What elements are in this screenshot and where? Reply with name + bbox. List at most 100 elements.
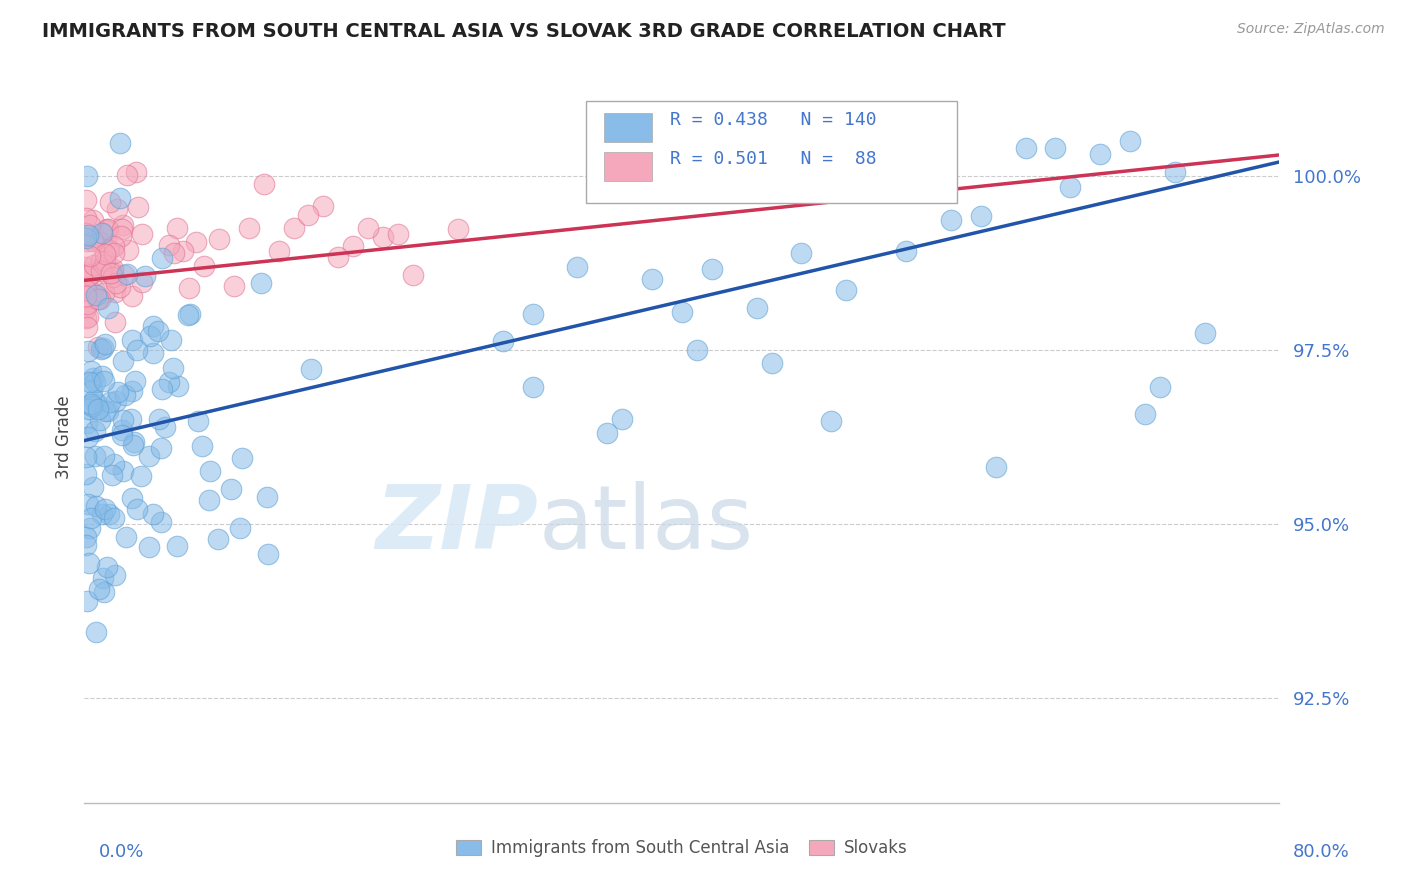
Point: [249, 276, 271, 290]
Point: [84, 288, 107, 302]
Point: [100, 266, 122, 280]
Point: [112, 218, 135, 232]
Point: [1014, 141, 1036, 155]
Point: [97, 222, 120, 236]
Point: [97, 404, 120, 418]
Point: [671, 304, 693, 318]
Point: [103, 511, 125, 525]
Point: [142, 508, 165, 522]
Point: [1059, 180, 1081, 194]
Point: [894, 244, 917, 258]
Point: [299, 362, 322, 376]
Point: [93, 285, 115, 300]
Point: [80, 511, 103, 525]
Point: [77, 343, 100, 358]
Point: [80, 364, 103, 378]
Point: [187, 414, 209, 428]
Point: [231, 451, 253, 466]
Point: [75, 284, 97, 298]
Point: [108, 280, 131, 294]
Point: [93, 374, 115, 388]
Point: [115, 168, 138, 182]
Point: [89, 582, 111, 597]
Point: [402, 268, 425, 282]
Point: [87, 293, 110, 307]
Point: [84, 499, 107, 513]
Point: [153, 420, 176, 434]
Point: [82, 383, 104, 397]
Point: [77, 556, 100, 570]
Text: 80.0%: 80.0%: [1294, 843, 1350, 861]
Text: ZIP: ZIP: [375, 482, 538, 568]
Point: [94, 501, 117, 516]
Point: [86, 340, 108, 354]
Point: [131, 227, 153, 242]
Point: [256, 491, 278, 505]
Point: [177, 281, 200, 295]
Point: [111, 412, 134, 426]
Point: [122, 438, 145, 452]
Point: [984, 460, 1007, 475]
Point: [150, 515, 173, 529]
Point: [82, 480, 104, 494]
Point: [89, 413, 111, 427]
Point: [127, 201, 149, 215]
Point: [121, 289, 143, 303]
Point: [76, 227, 98, 242]
Point: [75, 193, 97, 207]
Point: [612, 412, 634, 426]
Point: [82, 212, 104, 227]
Point: [121, 333, 143, 347]
Point: [90, 342, 112, 356]
Text: R = 0.501   N =  88: R = 0.501 N = 88: [671, 150, 876, 168]
Point: [238, 220, 260, 235]
Point: [107, 384, 129, 399]
Point: [76, 169, 98, 183]
Point: [1194, 326, 1216, 340]
Point: [79, 521, 101, 535]
Point: [83, 393, 105, 408]
Point: [76, 416, 98, 430]
Point: [91, 571, 114, 585]
Point: [835, 283, 858, 297]
Point: [283, 221, 305, 235]
Point: [387, 227, 409, 241]
Point: [166, 540, 188, 554]
Point: [138, 328, 160, 343]
Point: [198, 464, 221, 478]
Point: [596, 426, 619, 441]
Point: [94, 223, 117, 237]
Point: [207, 532, 229, 546]
Point: [142, 346, 165, 360]
Point: [129, 469, 152, 483]
Point: [76, 594, 98, 608]
Point: [75, 450, 97, 464]
Point: [96, 560, 118, 574]
Point: [1045, 141, 1067, 155]
Text: 0.0%: 0.0%: [98, 843, 143, 861]
Point: [790, 245, 813, 260]
Point: [166, 379, 188, 393]
Point: [256, 547, 278, 561]
Point: [93, 254, 115, 268]
Point: [76, 279, 98, 293]
Point: [103, 457, 125, 471]
Point: [77, 265, 100, 279]
Point: [111, 423, 134, 437]
Bar: [605, 113, 652, 143]
Point: [90, 253, 112, 268]
Point: [103, 265, 125, 279]
Point: [184, 235, 207, 249]
Point: [94, 247, 117, 261]
Point: [75, 301, 97, 316]
Point: [447, 222, 470, 236]
Point: [121, 384, 143, 398]
Point: [84, 449, 107, 463]
Point: [117, 243, 139, 257]
Point: [105, 202, 128, 216]
Point: [166, 221, 188, 235]
Point: [700, 261, 723, 276]
Point: [86, 292, 108, 306]
Point: [97, 507, 120, 521]
Point: [103, 239, 125, 253]
